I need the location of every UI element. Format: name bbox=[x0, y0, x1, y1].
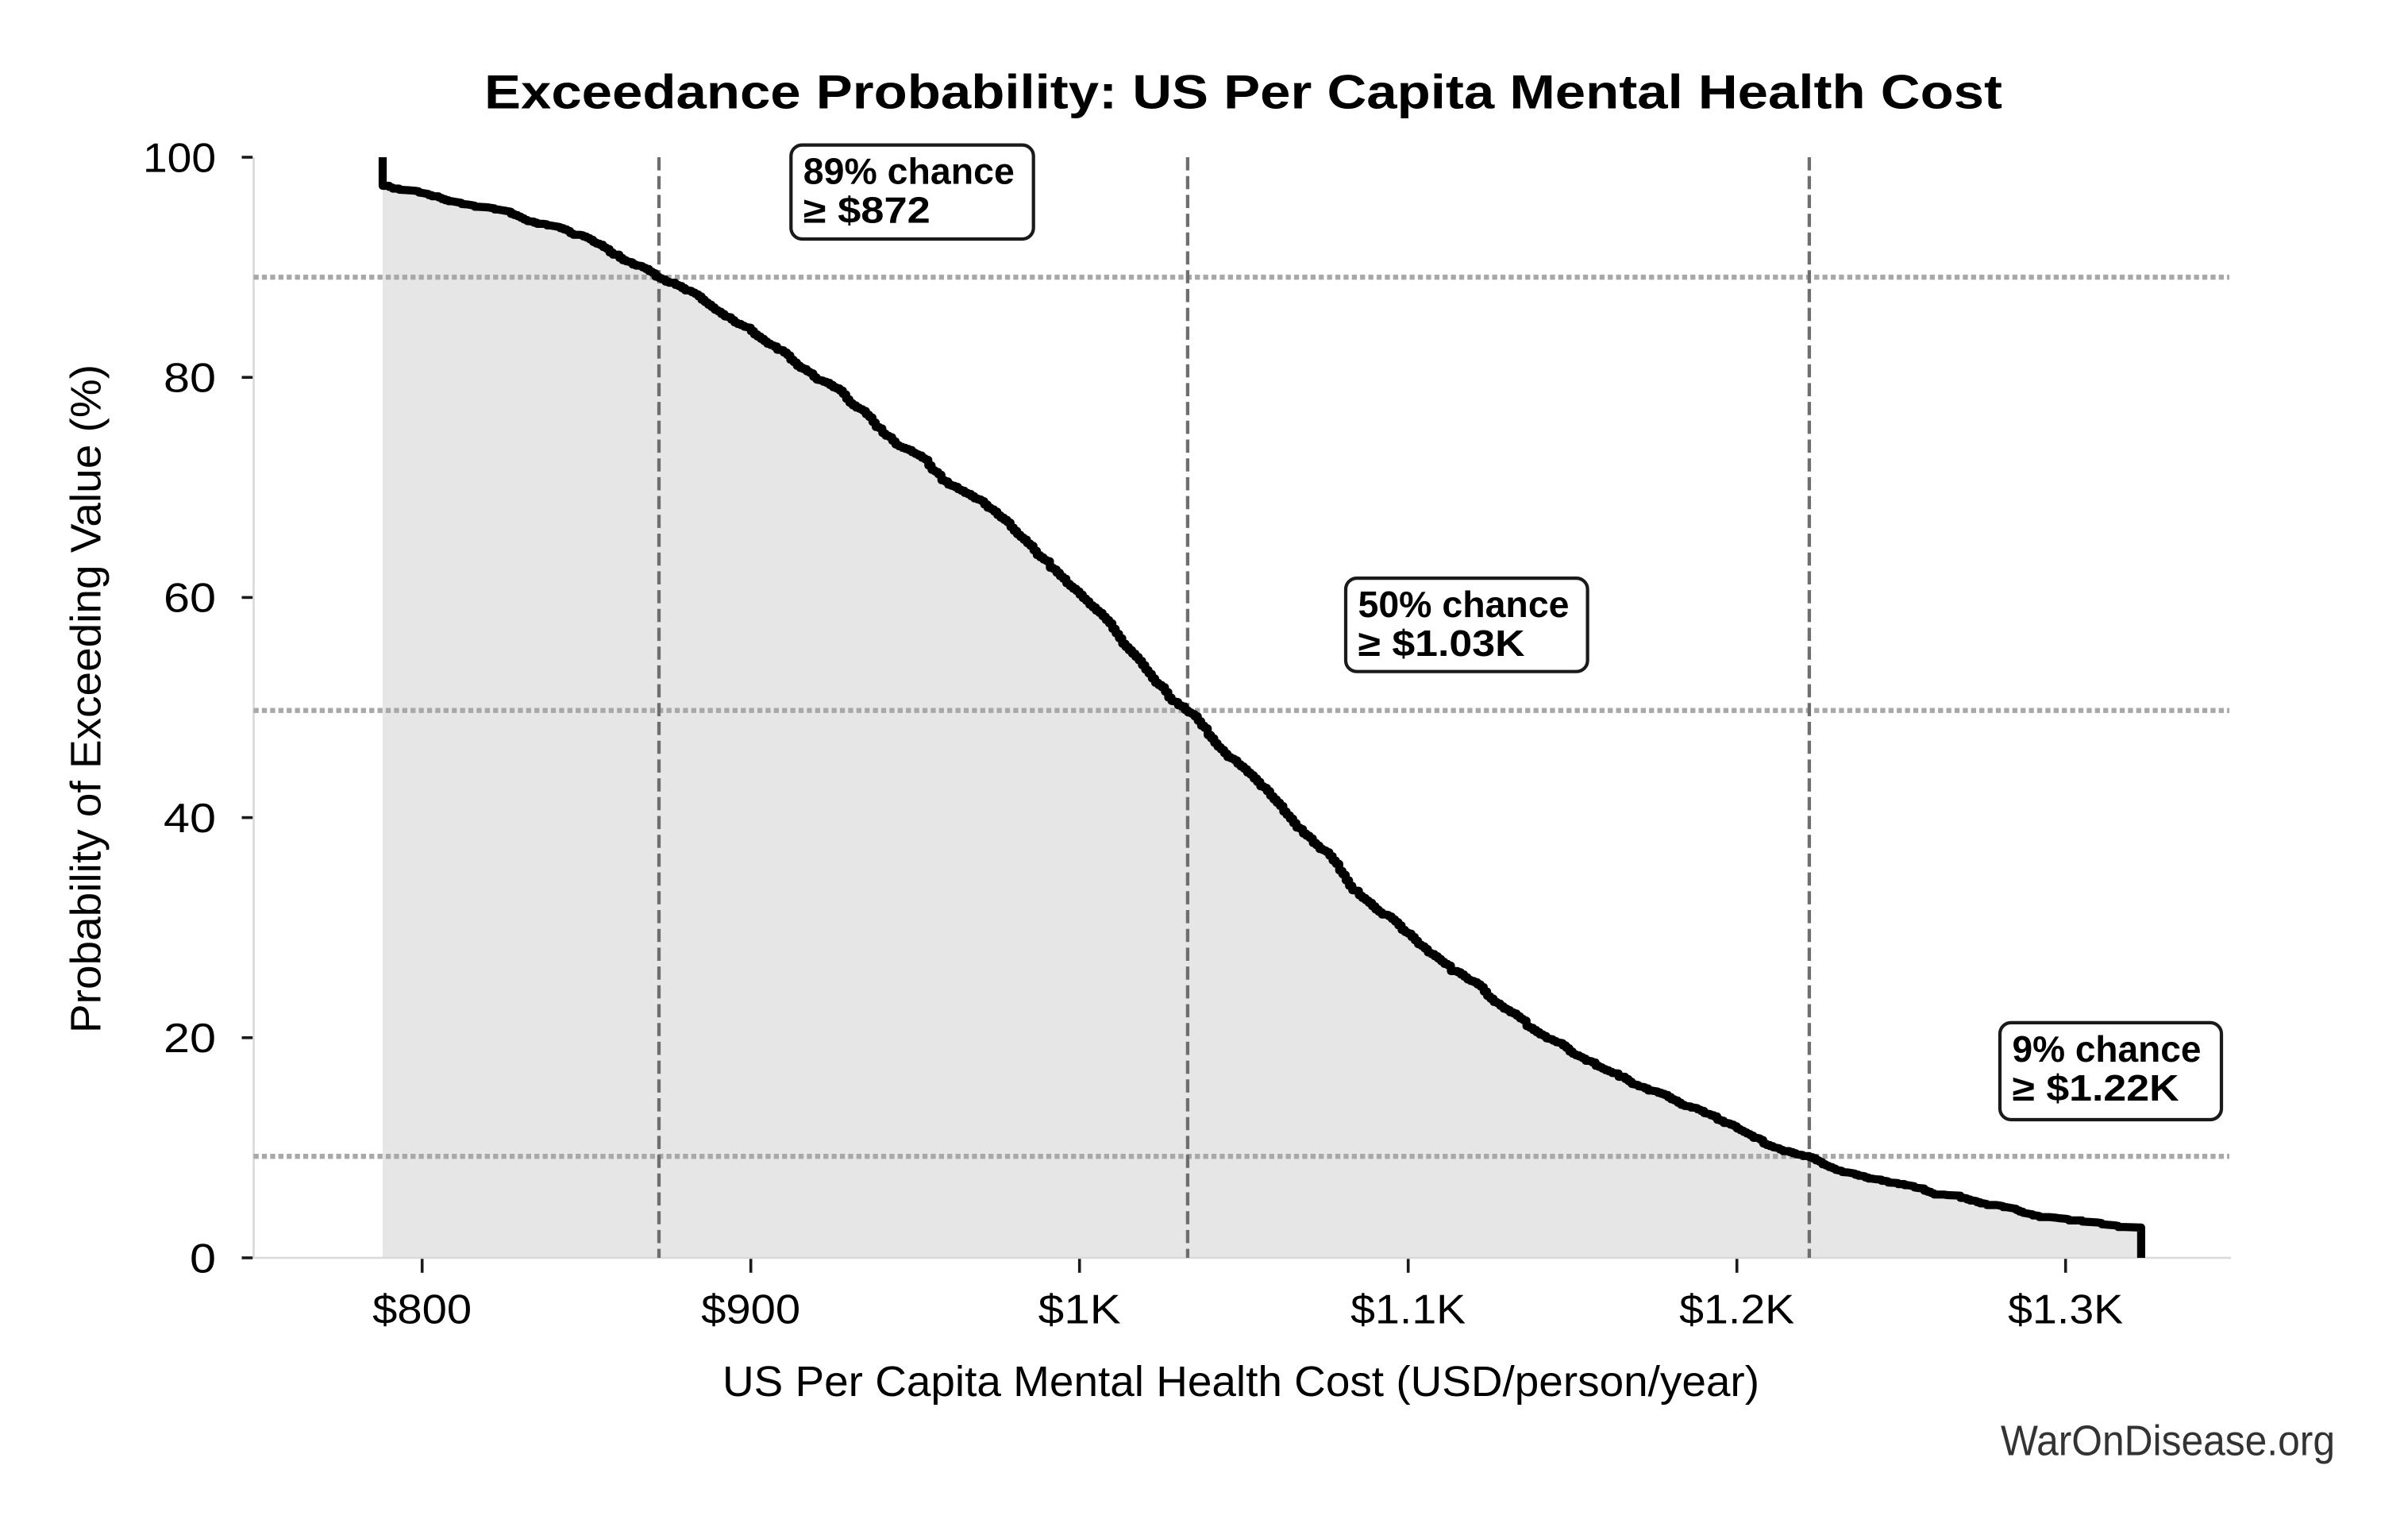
svg-text:≥ $1.22K: ≥ $1.22K bbox=[2013, 1067, 2179, 1109]
svg-text:Exceedance Probability: US Per: Exceedance Probability: US Per Capita Me… bbox=[484, 64, 2002, 118]
svg-text:89% chance: 89% chance bbox=[803, 151, 1015, 192]
svg-text:100: 100 bbox=[143, 135, 216, 181]
svg-text:0: 0 bbox=[190, 1236, 216, 1282]
svg-text:Probability of Exceeding Value: Probability of Exceeding Value (%) bbox=[63, 364, 110, 1033]
svg-text:80: 80 bbox=[164, 356, 216, 402]
svg-text:$800: $800 bbox=[372, 1287, 472, 1333]
svg-text:WarOnDisease.org: WarOnDisease.org bbox=[2001, 1417, 2335, 1464]
svg-text:$1.2K: $1.2K bbox=[1679, 1287, 1794, 1333]
svg-text:20: 20 bbox=[164, 1016, 216, 1062]
svg-text:$1.1K: $1.1K bbox=[1350, 1287, 1466, 1333]
svg-text:≥ $1.03K: ≥ $1.03K bbox=[1358, 623, 1525, 664]
svg-text:$900: $900 bbox=[701, 1287, 800, 1333]
svg-text:$1.3K: $1.3K bbox=[2008, 1287, 2123, 1333]
svg-text:9% chance: 9% chance bbox=[2013, 1028, 2202, 1070]
svg-text:US Per Capita Mental Health Co: US Per Capita Mental Health Cost (USD/pe… bbox=[722, 1358, 1759, 1406]
svg-text:≥ $872: ≥ $872 bbox=[803, 190, 930, 231]
svg-text:40: 40 bbox=[164, 796, 216, 842]
svg-text:$1K: $1K bbox=[1038, 1287, 1121, 1333]
svg-text:60: 60 bbox=[164, 576, 216, 622]
svg-text:50% chance: 50% chance bbox=[1358, 584, 1570, 625]
